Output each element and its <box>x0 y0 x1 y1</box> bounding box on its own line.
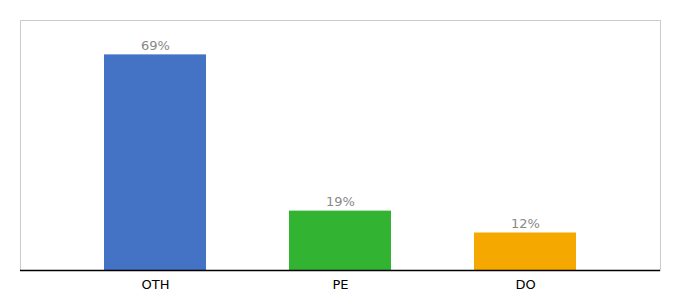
svg-text:OTH: OTH <box>142 277 170 292</box>
svg-text:69%: 69% <box>141 38 170 53</box>
svg-text:PE: PE <box>332 277 348 292</box>
svg-text:19%: 19% <box>326 194 355 209</box>
svg-text:12%: 12% <box>511 216 540 231</box>
svg-text:DO: DO <box>515 277 535 292</box>
